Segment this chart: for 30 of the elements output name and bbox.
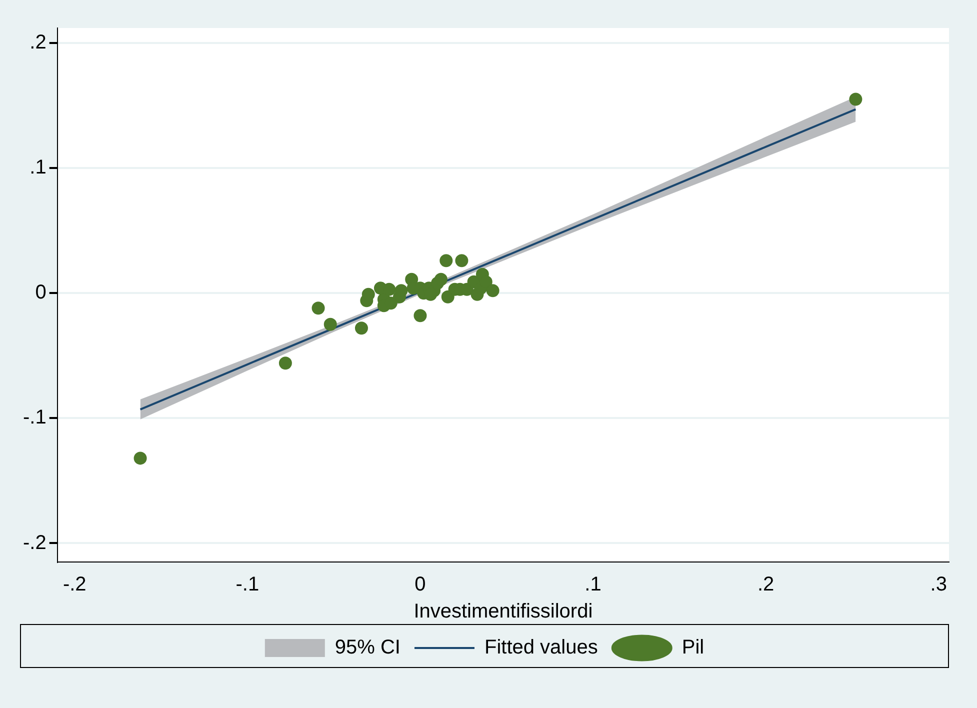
point	[362, 288, 375, 301]
point	[440, 254, 453, 268]
y-tick-label: .1	[30, 156, 46, 179]
point	[455, 254, 468, 268]
legend-label: 95% CI	[334, 636, 400, 659]
x-tick-label: .1	[584, 574, 602, 596]
point	[382, 282, 396, 296]
x-tick-label: .2	[757, 574, 774, 596]
y-tick-label: .2	[30, 32, 46, 54]
point	[394, 284, 408, 298]
legend-label: Fitted values	[484, 636, 598, 659]
x-tick-label: -.1	[236, 574, 260, 596]
point	[486, 284, 500, 298]
point	[414, 309, 427, 322]
point	[479, 275, 492, 288]
y-tick-label: -.2	[22, 532, 46, 554]
point	[312, 302, 325, 315]
x-tick-label: 0	[414, 574, 426, 596]
point	[324, 318, 337, 331]
x-axis-title: Investimentifissilordi	[414, 600, 593, 623]
point	[849, 92, 862, 106]
y-tick-label: 0	[35, 282, 46, 304]
point	[134, 452, 147, 465]
x-tick-label: -.2	[62, 574, 86, 596]
point	[354, 322, 368, 335]
x-tick-label: .3	[930, 574, 947, 596]
legend-label: Pil	[682, 636, 704, 659]
point	[434, 272, 448, 286]
point	[278, 356, 292, 370]
y-tick-label: -.1	[22, 406, 46, 429]
